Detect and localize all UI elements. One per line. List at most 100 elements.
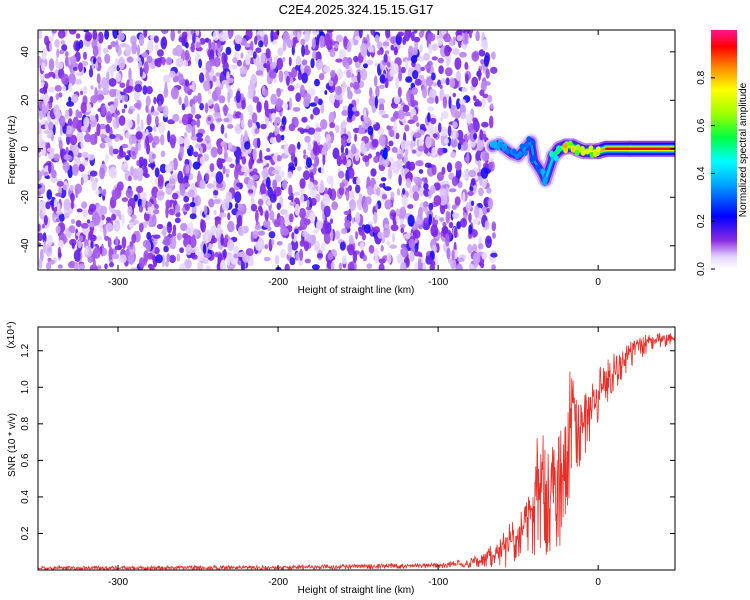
noise-speckle — [303, 93, 312, 104]
noise-speckle — [254, 35, 258, 45]
signal-point — [522, 149, 528, 156]
noise-speckle — [244, 141, 251, 150]
noise-speckle — [198, 58, 203, 69]
noise-speckle — [491, 51, 496, 60]
noise-speckle — [121, 213, 125, 226]
noise-speckle — [193, 228, 199, 237]
noise-speckle — [477, 139, 484, 151]
noise-speckle — [304, 30, 310, 43]
noise-speckle — [298, 207, 306, 219]
noise-speckle — [255, 209, 259, 223]
noise-speckle — [138, 156, 145, 165]
noise-speckle — [327, 140, 332, 150]
noise-speckle — [465, 73, 469, 84]
noise-speckle — [418, 258, 422, 266]
noise-speckle — [38, 152, 41, 158]
noise-speckle — [68, 225, 76, 234]
noise-speckle — [455, 263, 463, 270]
noise-speckle — [481, 252, 488, 260]
noise-speckle — [299, 239, 306, 247]
noise-speckle — [164, 81, 168, 95]
noise-speckle — [160, 134, 165, 146]
noise-speckle — [284, 263, 290, 270]
noise-speckle — [309, 211, 316, 224]
noise-speckle — [224, 141, 227, 154]
noise-speckle — [109, 166, 117, 179]
noise-speckle — [436, 171, 444, 182]
noise-speckle — [157, 191, 165, 197]
noise-speckle — [198, 72, 205, 83]
noise-speckle — [378, 109, 386, 116]
noise-speckle — [119, 82, 126, 88]
noise-speckle — [194, 114, 202, 120]
noise-speckle — [118, 115, 126, 126]
noise-speckle — [427, 112, 431, 123]
noise-speckle — [216, 118, 223, 122]
signal-point — [595, 146, 601, 153]
noise-speckle — [400, 166, 405, 177]
noise-speckle — [271, 170, 280, 175]
noise-speckle — [143, 250, 149, 263]
noise-speckle — [400, 227, 405, 234]
noise-speckle — [179, 247, 185, 254]
noise-speckle — [89, 231, 93, 237]
noise-speckle — [374, 95, 378, 109]
noise-speckle — [390, 44, 395, 51]
noise-speckle — [153, 125, 157, 133]
noise-speckle — [38, 257, 43, 270]
noise-speckle — [448, 96, 452, 109]
noise-speckle — [190, 121, 199, 126]
noise-speckle — [131, 233, 137, 244]
noise-speckle — [454, 160, 462, 171]
noise-speckle — [75, 220, 82, 227]
noise-speckle — [90, 175, 94, 183]
noise-speckle — [491, 221, 497, 232]
noise-speckle — [227, 92, 231, 103]
noise-speckle — [58, 92, 63, 98]
noise-speckle — [39, 87, 47, 94]
noise-speckle — [354, 211, 361, 225]
noise-speckle — [454, 57, 462, 70]
noise-speckle — [38, 30, 43, 40]
noise-speckle — [342, 255, 347, 265]
noise-speckle — [453, 227, 458, 239]
colorbar-tick-label: 0.0 — [696, 262, 707, 276]
noise-speckle — [294, 203, 300, 216]
noise-speckle — [392, 232, 395, 243]
noise-speckle — [317, 253, 323, 259]
noise-speckle — [165, 57, 173, 66]
noise-speckle — [216, 182, 224, 188]
noise-speckle — [38, 170, 42, 182]
noise-speckle — [396, 253, 404, 264]
noise-speckle — [115, 72, 122, 83]
noise-speckle — [177, 30, 182, 34]
x-tick-label: -300 — [108, 577, 128, 588]
noise-speckle — [119, 254, 127, 264]
noise-speckle — [212, 179, 216, 192]
noise-speckle — [209, 98, 215, 105]
signal-point — [549, 150, 555, 157]
noise-speckle — [44, 120, 49, 127]
noise-speckle — [264, 244, 268, 250]
noise-speckle — [252, 96, 259, 103]
noise-speckle — [79, 90, 84, 95]
noise-speckle — [134, 84, 143, 93]
noise-speckle — [349, 199, 356, 211]
noise-speckle — [80, 125, 87, 132]
noise-speckle — [445, 55, 450, 67]
noise-speckle — [407, 204, 414, 209]
noise-speckle — [430, 117, 437, 125]
noise-speckle — [437, 122, 442, 133]
noise-speckle — [41, 48, 47, 61]
x-tick-label: -200 — [268, 577, 288, 588]
noise-speckle — [66, 231, 72, 239]
noise-speckle — [38, 232, 43, 242]
noise-speckle — [473, 218, 479, 225]
noise-speckle — [89, 234, 97, 242]
noise-speckle — [68, 82, 73, 92]
noise-speckle — [123, 104, 128, 109]
noise-speckle — [95, 189, 100, 196]
noise-speckle — [124, 155, 130, 161]
noise-speckle — [409, 161, 416, 171]
x-tick-label: 0 — [595, 577, 601, 588]
